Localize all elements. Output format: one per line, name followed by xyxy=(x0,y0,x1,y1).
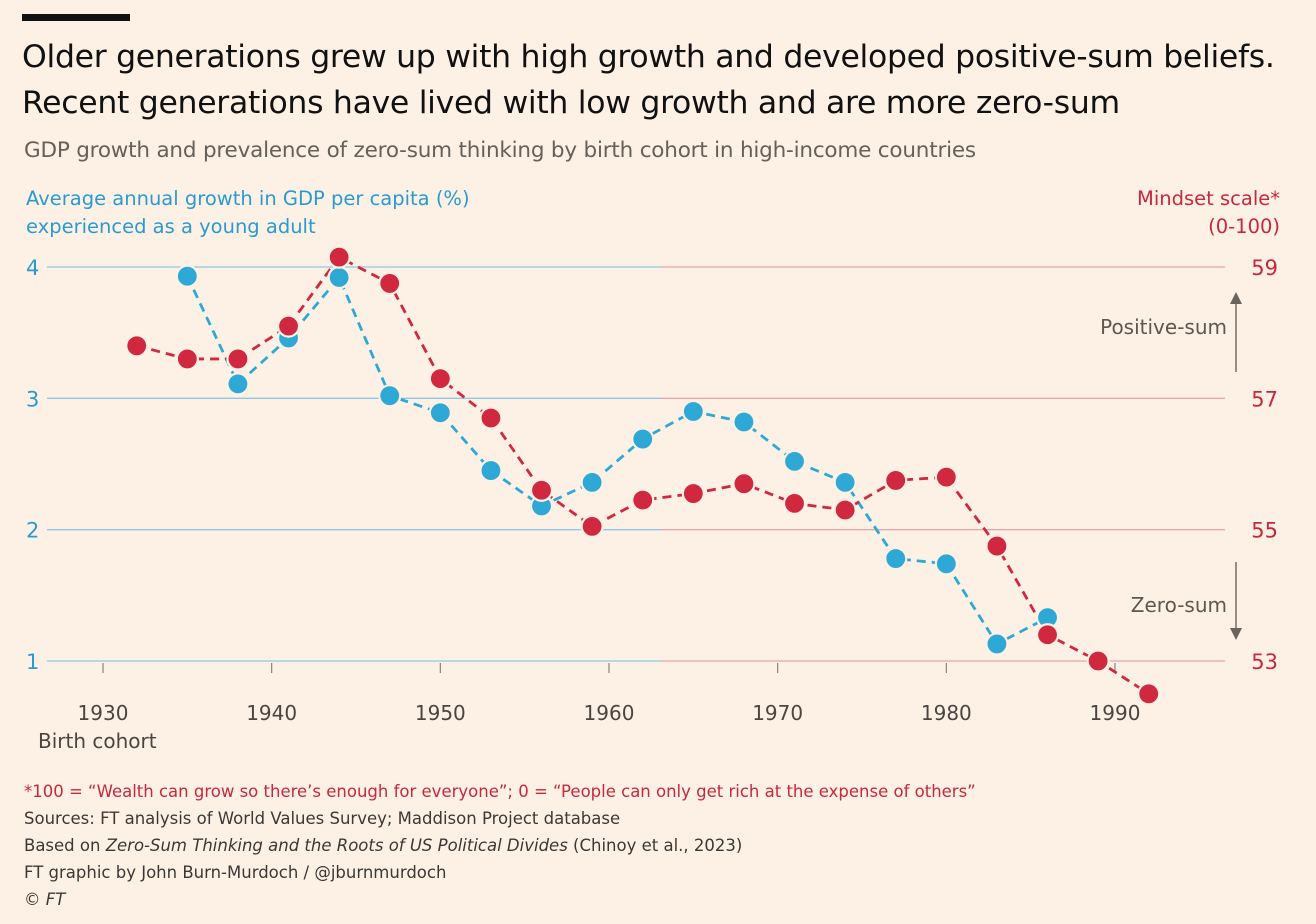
mindset-point xyxy=(631,488,655,512)
right-tick-label: 57 xyxy=(1251,387,1278,411)
mindset-point xyxy=(782,491,807,515)
gdp-point xyxy=(833,470,857,494)
mindset-point xyxy=(580,514,604,538)
sources: Sources: FT analysis of World Values Sur… xyxy=(24,809,621,828)
mindset-point xyxy=(833,498,857,522)
gdp-point xyxy=(732,410,756,434)
left-tick-label: 1 xyxy=(26,650,39,674)
mindset-point xyxy=(884,468,908,493)
gdp-point xyxy=(479,458,503,483)
mindset-point xyxy=(529,478,554,502)
x-tick-label: 1940 xyxy=(246,701,297,725)
mindset-point xyxy=(681,481,705,506)
right-tick-label: 59 xyxy=(1251,256,1278,280)
right-tick-label: 55 xyxy=(1251,519,1278,543)
left-tick-label: 4 xyxy=(26,256,39,280)
x-axis-label: Birth cohort xyxy=(38,729,157,753)
top-accent-bar xyxy=(22,14,130,21)
mindset-point xyxy=(934,465,958,489)
chart-subtitle: GDP growth and prevalence of zero-sum th… xyxy=(24,138,976,163)
mindset-point xyxy=(1137,682,1161,706)
footer: *100 = “Wealth can grow so there’s enoug… xyxy=(24,778,976,913)
gdp-point xyxy=(226,372,250,396)
x-tick-label: 1950 xyxy=(415,701,466,725)
x-tick-label: 1960 xyxy=(584,701,635,725)
zero-sum-label: Zero-sum xyxy=(1131,593,1227,617)
mindset-point xyxy=(276,314,301,338)
right-tick-label: 53 xyxy=(1251,650,1278,674)
x-tick-label: 1980 xyxy=(921,701,972,725)
mindset-point xyxy=(985,534,1009,558)
mindset-point xyxy=(175,347,199,371)
arrow-up-icon xyxy=(1230,292,1242,304)
mindset-point xyxy=(428,367,452,391)
x-tick-label: 1930 xyxy=(78,701,129,725)
gdp-point xyxy=(782,449,807,473)
based-on-prefix: Based on xyxy=(24,836,106,855)
gdp-point xyxy=(934,552,958,576)
gdp-point xyxy=(327,265,351,290)
mindset-point xyxy=(378,271,402,296)
based-on-title: Zero-Sum Thinking and the Roots of US Po… xyxy=(105,836,568,855)
mindset-point xyxy=(226,347,250,371)
gdp-point xyxy=(985,632,1009,656)
gdp-point xyxy=(681,399,705,424)
credit: FT graphic by John Burn-Murdoch / @jburn… xyxy=(24,863,447,882)
arrow-down-icon xyxy=(1230,628,1242,640)
chart-title: Older generations grew up with high grow… xyxy=(22,39,1275,121)
mindset-point xyxy=(1035,623,1060,647)
mindset-point xyxy=(1086,649,1110,673)
positive-sum-label: Positive-sum xyxy=(1100,315,1227,339)
gdp-point xyxy=(884,546,908,571)
left-tick-label: 3 xyxy=(26,387,39,411)
right-axis-title: Mindset scale* (0-100) xyxy=(1137,187,1280,238)
copyright: © FT xyxy=(24,890,66,909)
mindset-point xyxy=(125,334,149,358)
left-tick-label: 2 xyxy=(26,519,39,543)
left-axis-title: Average annual growth in GDP per capita … xyxy=(26,187,470,238)
gdp-point xyxy=(580,470,604,494)
mindset-point xyxy=(732,472,756,496)
footnote: *100 = “Wealth can grow so there’s enoug… xyxy=(24,782,976,801)
x-tick-label: 1990 xyxy=(1090,701,1141,725)
gdp-point xyxy=(428,401,452,425)
gdp-point xyxy=(175,264,199,288)
based-on-suffix: (Chinoy et al., 2023) xyxy=(567,836,743,855)
x-tick-label: 1970 xyxy=(752,701,803,725)
mindset-point xyxy=(479,406,503,430)
gdp-point xyxy=(631,427,655,451)
based-on: Based on Zero-Sum Thinking and the Roots… xyxy=(24,832,976,859)
gdp-series-line xyxy=(186,275,1049,646)
gdp-point xyxy=(378,384,402,408)
mindset-point xyxy=(327,245,351,269)
